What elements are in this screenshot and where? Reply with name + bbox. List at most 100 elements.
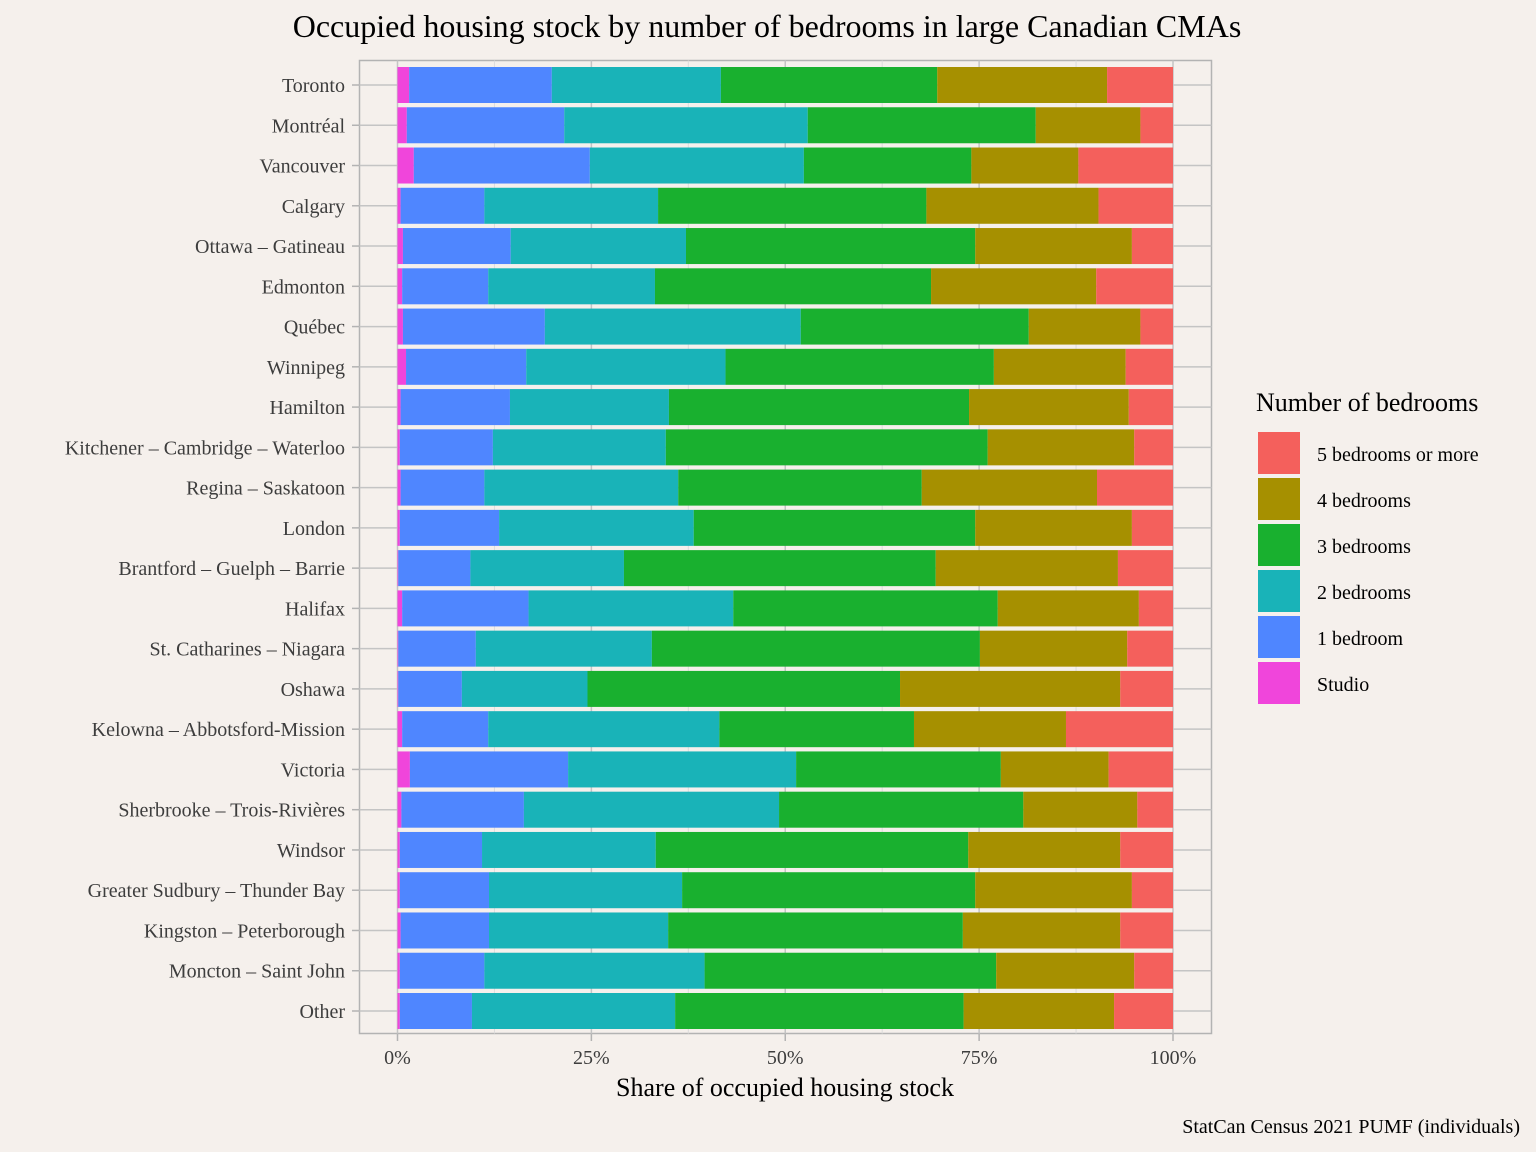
bar-segment-2-bedrooms — [484, 187, 659, 224]
legend-swatch — [1258, 432, 1300, 474]
bar-segment-5-bedrooms-or-more — [1078, 147, 1173, 184]
bar-segment-4-bedrooms — [971, 147, 1079, 184]
bar-segment-studio — [397, 751, 410, 788]
bar-segment-1-bedroom — [402, 308, 545, 345]
bar-segment-4-bedrooms — [931, 268, 1097, 305]
bar-row — [397, 993, 1173, 1029]
bar-segment-studio — [397, 670, 399, 707]
bar-segment-5-bedrooms-or-more — [1120, 831, 1173, 868]
bar-row — [397, 268, 1173, 305]
bar-segment-1-bedroom — [400, 187, 485, 224]
y-tick-label: Calgary — [282, 196, 345, 218]
bar-segment-studio — [397, 993, 400, 1029]
bar-segment-studio — [397, 791, 402, 828]
bar-segment-2-bedrooms — [461, 670, 588, 707]
bar-segment-2-bedrooms — [484, 952, 705, 989]
legend-swatch — [1258, 570, 1300, 612]
legend: Number of bedrooms 5 bedrooms or more 4 b… — [1256, 388, 1479, 704]
bar-row — [397, 147, 1173, 184]
bar-row — [397, 791, 1173, 828]
bar-segment-5-bedrooms-or-more — [1097, 469, 1173, 506]
bar-segment-studio — [397, 872, 400, 909]
bar-segment-2-bedrooms — [471, 993, 676, 1029]
bar-segment-1-bedroom — [402, 711, 489, 748]
bar-segment-2-bedrooms — [484, 469, 679, 506]
bar-segment-5-bedrooms-or-more — [1131, 509, 1173, 546]
legend-label: Studio — [1317, 674, 1369, 696]
bar-segment-5-bedrooms-or-more — [1096, 268, 1173, 305]
bar-segment-4-bedrooms — [1023, 791, 1138, 828]
legend-label: 2 bedrooms — [1317, 582, 1411, 604]
bar-segment-1-bedroom — [401, 791, 524, 828]
bar-segment-1-bedroom — [406, 348, 527, 385]
bar-segment-5-bedrooms-or-more — [1128, 389, 1173, 426]
bar-segment-5-bedrooms-or-more — [1131, 228, 1173, 265]
y-axis: Toronto Montréal Vancouver Calgary Ottawa – … — [65, 75, 360, 1023]
bar-row — [397, 590, 1173, 627]
bar-segment-5-bedrooms-or-more — [1134, 429, 1173, 466]
bar-row — [397, 912, 1173, 949]
y-tick-label: Kingston – Peterborough — [144, 920, 345, 942]
bar-segment-2-bedrooms — [488, 268, 655, 305]
bar-row — [397, 469, 1173, 506]
bar-segment-2-bedrooms — [510, 228, 686, 265]
x-tick-label: 25% — [573, 1047, 610, 1069]
bar-segment-2-bedrooms — [499, 509, 694, 546]
y-tick-label: London — [283, 518, 345, 540]
bar-segment-3-bedrooms — [779, 791, 1024, 828]
bar-row — [397, 228, 1173, 265]
bar-segment-3-bedrooms — [720, 67, 938, 103]
bar-segment-1-bedroom — [400, 469, 485, 506]
bar-segment-1-bedroom — [400, 912, 490, 949]
bar-segment-4-bedrooms — [979, 630, 1128, 667]
bar-segment-5-bedrooms-or-more — [1137, 791, 1173, 828]
caption: StatCan Census 2021 PUMF (individuals) — [1182, 1116, 1520, 1138]
bar-segment-2-bedrooms — [528, 590, 734, 627]
bar-segment-1-bedroom — [409, 67, 552, 103]
bar-row — [397, 670, 1173, 707]
bar-segment-1-bedroom — [398, 550, 471, 587]
bar-segment-3-bedrooms — [725, 348, 994, 385]
bar-segment-4-bedrooms — [975, 872, 1132, 909]
bar-segment-studio — [397, 952, 400, 989]
bar-segment-5-bedrooms-or-more — [1065, 711, 1173, 748]
bar-segment-4-bedrooms — [1000, 751, 1109, 788]
y-tick-label: Brantford – Guelph – Barrie — [118, 558, 345, 580]
bar-segment-1-bedroom — [398, 670, 462, 707]
bar-segment-5-bedrooms-or-more — [1120, 912, 1173, 949]
y-tick-label: Moncton – Saint John — [169, 961, 345, 983]
bar-segment-2-bedrooms — [544, 308, 801, 345]
bar-segment-4-bedrooms — [969, 389, 1129, 426]
bar-segment-4-bedrooms — [900, 670, 1121, 707]
bar-segment-3-bedrooms — [719, 711, 914, 748]
legend-swatch — [1258, 616, 1300, 658]
bar-segment-4-bedrooms — [963, 993, 1115, 1029]
bar-segment-2-bedrooms — [564, 107, 808, 144]
bar-segment-4-bedrooms — [962, 912, 1121, 949]
legend-label: 5 bedrooms or more — [1317, 444, 1479, 466]
legend-item: 1 bedroom — [1258, 616, 1404, 658]
bar-segment-2-bedrooms — [489, 912, 669, 949]
x-tick-label: 0% — [384, 1047, 411, 1069]
bar-segment-1-bedroom — [402, 228, 511, 265]
bar-segment-1-bedroom — [400, 389, 510, 426]
bars — [397, 67, 1173, 1029]
bar-segment-2-bedrooms — [568, 751, 797, 788]
legend-label: 4 bedrooms — [1317, 490, 1411, 512]
bar-segment-2-bedrooms — [509, 389, 669, 426]
bar-segment-5-bedrooms-or-more — [1140, 308, 1173, 345]
bar-segment-5-bedrooms-or-more — [1117, 550, 1173, 587]
bar-segment-3-bedrooms — [800, 308, 1029, 345]
x-tick-label: 50% — [767, 1047, 804, 1069]
bar-segment-studio — [397, 187, 401, 224]
bar-segment-4-bedrooms — [996, 952, 1135, 989]
bar-segment-4-bedrooms — [975, 509, 1132, 546]
y-tick-label: Edmonton — [262, 276, 345, 298]
bar-row — [397, 952, 1173, 989]
legend-swatch — [1258, 662, 1300, 704]
bar-segment-3-bedrooms — [668, 389, 970, 426]
bar-segment-2-bedrooms — [475, 630, 652, 667]
bar-segment-1-bedroom — [406, 107, 565, 144]
bar-segment-1-bedroom — [399, 831, 483, 868]
